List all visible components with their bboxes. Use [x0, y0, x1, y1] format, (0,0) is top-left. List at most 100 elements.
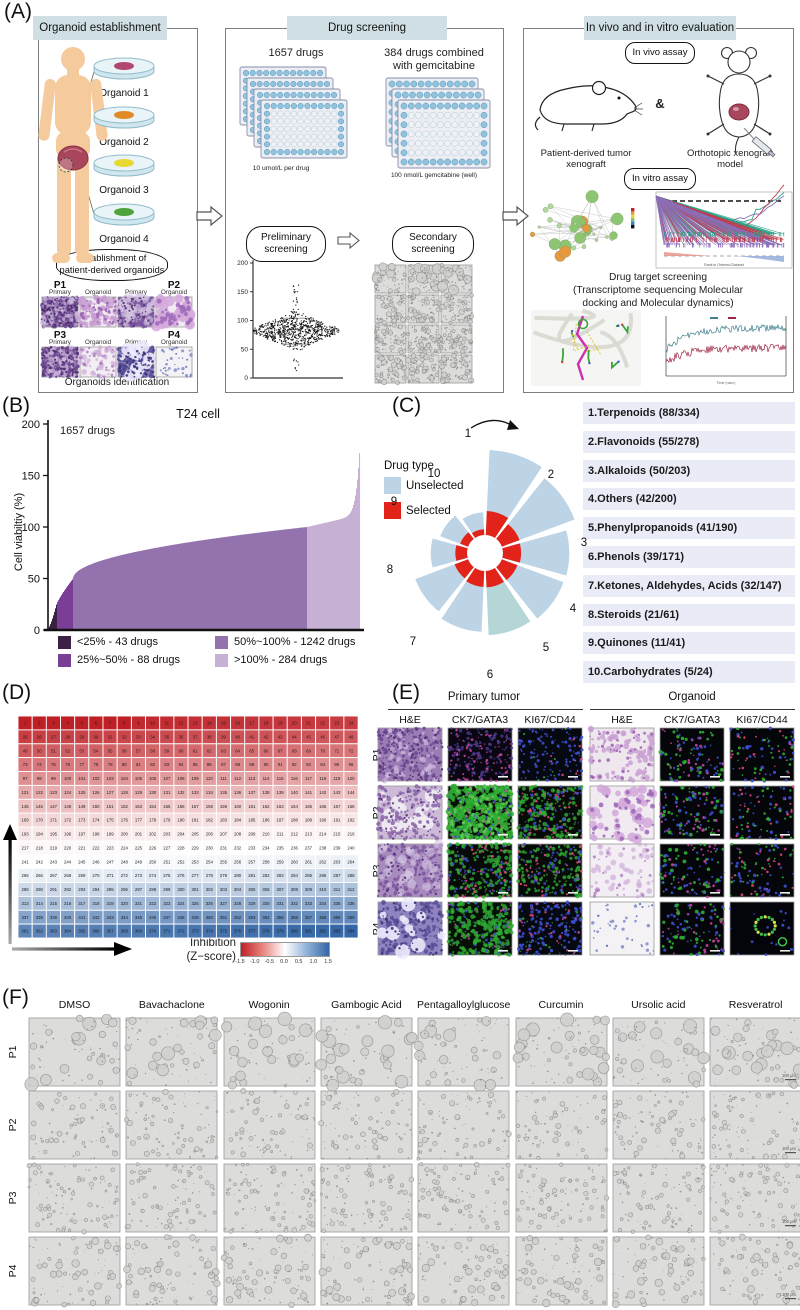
histology-thumb — [116, 340, 156, 382]
colorbar-tick-label: 0.0 — [280, 959, 288, 965]
micrograph-group-header: Organoid — [668, 691, 716, 703]
organoid-micrograph-tile — [124, 1089, 219, 1160]
svg-text:11: 11 — [165, 721, 170, 726]
micrograph-tile — [729, 785, 795, 841]
establishment-oval: Establishment of patient-derived organoi… — [56, 249, 168, 281]
organoid-micrograph-tile — [124, 1015, 222, 1087]
gemcitabine-label: 100 nmol/L gemcitabine (well) — [390, 172, 478, 179]
inhibition-colorbar — [240, 942, 330, 957]
organoid-micrograph-tile — [417, 1161, 511, 1233]
svg-text:19: 19 — [278, 721, 283, 726]
micrograph-tile — [445, 783, 515, 841]
viability-legend-label: <25% - 43 drugs — [77, 636, 159, 648]
organoid-micrograph-tile — [223, 1088, 315, 1160]
organoid-micrograph-tile — [413, 1016, 510, 1092]
svg-text:22: 22 — [320, 721, 325, 726]
svg-text:46: 46 — [320, 734, 325, 739]
svg-text:49: 49 — [23, 748, 28, 753]
organoid-label: Organoid 3 — [99, 185, 149, 196]
svg-text:29: 29 — [79, 734, 84, 739]
svg-text:55: 55 — [108, 748, 113, 753]
svg-text:31: 31 — [108, 734, 113, 739]
drug-type-list-item: 8.Steroids (21/61) — [583, 603, 795, 626]
histology-thumb — [40, 345, 80, 379]
viability-legend-swatch — [215, 636, 228, 649]
micrograph-tile — [659, 901, 725, 957]
svg-text:60: 60 — [179, 748, 184, 753]
svg-text:2: 2 — [38, 721, 41, 726]
organoid-micrograph-tile — [28, 1090, 121, 1160]
micrograph-tile — [446, 842, 514, 899]
svg-text:56: 56 — [122, 748, 127, 753]
svg-text:72: 72 — [349, 748, 354, 753]
treatment-col-header: Bavachaclone — [138, 999, 205, 1011]
svg-text:4: 4 — [570, 603, 577, 615]
svg-text:32: 32 — [122, 734, 127, 739]
flow-arrow-icon — [337, 231, 360, 250]
histology-sublabel: Organoid — [160, 289, 188, 296]
secondary-screen-tile — [406, 293, 442, 324]
organoid-micrograph-tile — [515, 1162, 609, 1233]
inhibition-heatmap: 1 2 3 4 5 6 7 8 9 10 11 12 13 14 15 16 17 18 19 20 21 22 23 242… — [17, 715, 359, 939]
micrograph-tile — [589, 841, 655, 899]
secondary-screen-tile — [439, 352, 475, 385]
organoid-micrograph-tile — [26, 1162, 121, 1235]
svg-text:0: 0 — [244, 375, 248, 382]
organoid-micrograph-tile: 100 μm — [709, 1233, 800, 1306]
drug-type-list-item: 3.Alkaloids (50/203) — [583, 459, 795, 482]
drug-type-list-item: 4.Others (42/200) — [583, 488, 795, 511]
network-graph-thumbnail — [529, 190, 635, 262]
plate-stack-384 — [385, 77, 491, 169]
svg-text:100: 100 — [237, 318, 248, 325]
organoid-micrograph-tile: 100 μm — [709, 1090, 800, 1160]
inhibition-label-line1: Inhibition — [189, 937, 236, 949]
svg-text:Cell viabiltiy (%): Cell viabiltiy (%) — [13, 493, 25, 571]
micrograph-tile — [376, 839, 444, 898]
svg-text:63: 63 — [221, 748, 226, 753]
colorbar-tick-label: -1.0 — [249, 959, 260, 965]
drug-target-label: Drug target screening (Transcriptome seq… — [533, 272, 783, 310]
secondary-screen-tile — [437, 263, 473, 296]
svg-text:9: 9 — [137, 721, 140, 726]
organoid-label: Organoid 4 — [99, 234, 149, 245]
organoid-micrograph-tile — [220, 1011, 315, 1090]
viability-legend-label: >100% - 284 drugs — [234, 654, 328, 666]
petri-dish-icon — [93, 154, 155, 177]
secondary-line2: screening — [411, 244, 455, 255]
svg-text:53: 53 — [79, 748, 84, 753]
preliminary-screening-pill: Preliminary screening — [246, 226, 326, 262]
panel-c-label: (C) — [392, 394, 422, 417]
organoid-row-label: P3 — [7, 1191, 19, 1205]
svg-text:26: 26 — [37, 734, 42, 739]
secondary-screen-tile — [439, 324, 474, 355]
selected-label: Selected — [406, 505, 451, 517]
micrograph-col-header: CK7/GATA3 — [451, 714, 509, 726]
flow-arrow-icon — [502, 205, 529, 227]
svg-text:68: 68 — [292, 748, 297, 753]
ortho-line2: model — [717, 159, 743, 170]
histology-thumb — [39, 295, 80, 329]
svg-text:27: 27 — [51, 734, 56, 739]
drugs-1657-label: 1657 drugs — [268, 47, 324, 59]
micrograph-col-header: KI67/CD44 — [524, 714, 576, 726]
svg-text:8: 8 — [387, 564, 393, 576]
svg-text:38: 38 — [207, 734, 212, 739]
flow-arrow-icon — [196, 205, 223, 227]
treatment-col-header: Curcumin — [538, 999, 584, 1011]
svg-text:18: 18 — [264, 721, 269, 726]
organoid-micrograph-tile — [319, 1163, 414, 1233]
patient-silhouette-icon — [38, 47, 108, 263]
svg-text:70: 70 — [320, 748, 325, 753]
svg-text:50: 50 — [37, 748, 42, 753]
svg-text:150: 150 — [22, 471, 40, 483]
svg-text:8: 8 — [123, 721, 126, 726]
viability-legend-label: 25%~50% - 88 drugs — [77, 654, 181, 666]
micrograph-tile — [516, 784, 584, 840]
organoid-micrograph-tile — [125, 1162, 218, 1233]
treatment-col-header: Ursolic acid — [631, 999, 686, 1011]
unselected-swatch — [384, 477, 401, 494]
svg-text:48: 48 — [349, 734, 354, 739]
micrograph-tile — [658, 727, 725, 783]
organoid-micrograph-tile — [515, 1090, 608, 1160]
micrograph-group-header: Primary tumor — [447, 691, 521, 703]
